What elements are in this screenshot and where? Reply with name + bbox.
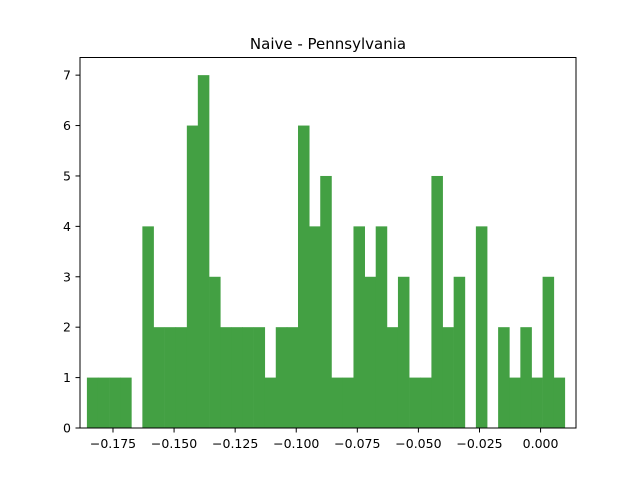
y-tick-label: 4 [63,219,71,234]
x-tick-label: −0.050 [395,436,441,451]
y-tick-label: 3 [63,269,71,284]
histogram-bar [364,276,377,428]
histogram-bar [264,377,277,428]
y-tick-label: 1 [63,370,71,385]
histogram-bar [353,226,365,428]
histogram-bar [309,226,321,428]
histogram-bar [431,175,443,428]
y-axis-ticks: 0 1 2 3 4 5 6 7 [63,68,80,436]
histogram-bar [275,327,288,428]
x-tick-label: −0.150 [151,436,197,451]
x-tick-label: −0.075 [334,436,380,451]
y-tick-label: 7 [63,68,71,83]
histogram-bar [86,377,99,428]
x-tick-label: 0.000 [523,436,559,451]
histogram-bar [342,377,354,428]
histogram-bar [320,175,332,428]
histogram-bar [520,327,532,428]
histogram-bar [453,276,466,428]
histogram-bar [142,226,154,428]
y-tick-label: 5 [63,168,71,183]
plot-frame [79,57,577,429]
histogram-bar [220,327,232,428]
histogram-bar [209,276,221,428]
chart-title: Naive - Pennsylvania [250,35,406,53]
y-tick-label: 6 [63,118,71,133]
x-tick-label: −0.175 [90,436,136,451]
x-tick-label: −0.100 [273,436,319,451]
histogram-bar [186,125,199,429]
histogram-bar [253,327,266,428]
histogram-bar [231,327,243,428]
histogram-bar [97,377,110,428]
histogram-bar [553,377,566,428]
y-tick-label: 2 [63,320,71,335]
histogram-bar [175,327,188,428]
histogram-bar [242,327,254,428]
x-tick-label: −0.125 [212,436,258,451]
histogram-bar [420,377,432,428]
histogram-bar [475,226,488,428]
histogram-bar [331,377,343,428]
histogram-bar [409,377,421,428]
histogram-bar [286,327,299,428]
x-axis-ticks: −0.175 −0.150 −0.125 −0.100 −0.075 −0.050 −0.0… [90,428,559,451]
histogram-bar [498,327,510,428]
y-tick-label: 0 [63,421,71,436]
histogram-bar [531,377,543,428]
bars-group [86,75,566,429]
x-tick-label: −0.025 [456,436,502,451]
histogram-bar [375,226,388,428]
histogram-bar [109,377,121,428]
histogram-bar [509,377,521,428]
histogram-bar [120,377,132,428]
histogram-bar [442,327,454,428]
histogram-bar [164,327,177,428]
histogram-bar [397,276,410,428]
histogram-bar [386,327,399,428]
histogram-bar [542,276,555,428]
histogram-bar [153,327,165,428]
histogram-bar [298,125,310,429]
histogram-bar [197,75,210,428]
